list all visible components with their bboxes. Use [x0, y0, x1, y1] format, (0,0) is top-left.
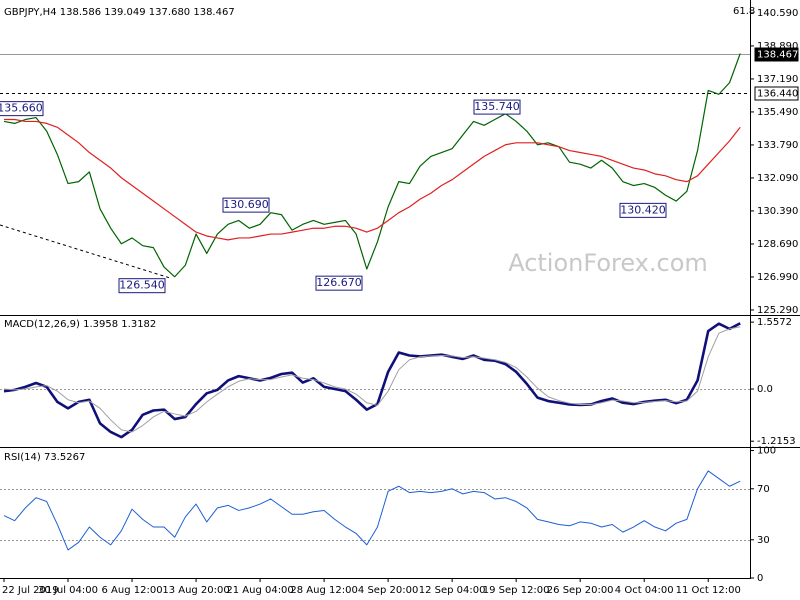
y-tick-label: 70 [757, 484, 770, 495]
level-box [754, 86, 799, 101]
y-tick-label: 140.590 [757, 8, 798, 19]
level-box [754, 47, 799, 62]
annotation-label: 126.670 [316, 276, 362, 289]
x-tick-label: 21 Aug 04:00 [226, 585, 293, 596]
x-tick-label: 22 Jul 2019 [2, 585, 59, 596]
annotation-box [315, 275, 363, 291]
annotation-label: 135.660 [0, 102, 43, 115]
y-tick-label: 128.690 [757, 239, 798, 250]
chart-title: GBPJPY,H4 138.586 139.049 137.680 138.46… [4, 7, 235, 18]
annotation-box [222, 197, 270, 213]
x-tick-label: 30 Jul 04:00 [38, 585, 98, 596]
series-line [3, 326, 741, 433]
x-tick-label: 11 Oct 12:00 [676, 585, 741, 596]
y-tick-label: 135.490 [757, 107, 798, 118]
annotation-box [0, 101, 44, 117]
annotation-label: 135.740 [474, 100, 520, 113]
y-tick-label: 125.290 [757, 305, 798, 316]
annotation-box [619, 202, 667, 218]
series-line [3, 470, 741, 551]
series-line [4, 118, 741, 241]
y-tick-label: 1.5572 [757, 317, 792, 328]
fib-label: 61.8 [733, 6, 755, 17]
y-tick-label: 30 [757, 535, 770, 546]
y-tick-label: 132.090 [757, 173, 798, 184]
y-tick-label: -1.2153 [757, 436, 796, 447]
level-label: 136.440 [757, 89, 798, 100]
x-tick-label: 13 Aug 20:00 [162, 585, 229, 596]
x-tick-label: 28 Aug 12:00 [290, 585, 357, 596]
plot-area [0, 53, 750, 551]
annotation-label: 130.420 [620, 203, 666, 216]
y-tick-label: 0 [757, 573, 763, 584]
y-tick-label: 0.0 [757, 384, 773, 395]
y-tick-label: 138.890 [757, 41, 798, 52]
x-tick-label: 19 Sep 12:00 [483, 585, 550, 596]
level-label: 138.467 [757, 50, 798, 61]
x-tick-label: 6 Aug 12:00 [102, 585, 163, 596]
annotation-label: 130.690 [223, 198, 269, 211]
x-tick-label: 4 Oct 04:00 [615, 585, 674, 596]
y-tick-label: 100 [757, 446, 776, 457]
y-tick-label: 130.390 [757, 206, 798, 217]
y-tick-label: 133.790 [757, 140, 798, 151]
y-tick-label: 126.990 [757, 272, 798, 283]
watermark: ActionForex.com [508, 249, 708, 277]
annotation-box [473, 99, 521, 115]
macd-title: MACD(12,26,9) 1.3958 1.3182 [4, 319, 156, 330]
annotation-label: 126.540 [119, 279, 165, 292]
series-line [3, 53, 741, 278]
x-tick-label: 12 Sep 04:00 [419, 585, 486, 596]
y-tick-label: 137.190 [757, 74, 798, 85]
annotation-box [118, 278, 166, 294]
x-tick-label: 4 Sep 20:00 [358, 585, 418, 596]
x-tick-label: 26 Sep 20:00 [547, 585, 614, 596]
rsi-title: RSI(14) 73.5267 [4, 452, 85, 463]
